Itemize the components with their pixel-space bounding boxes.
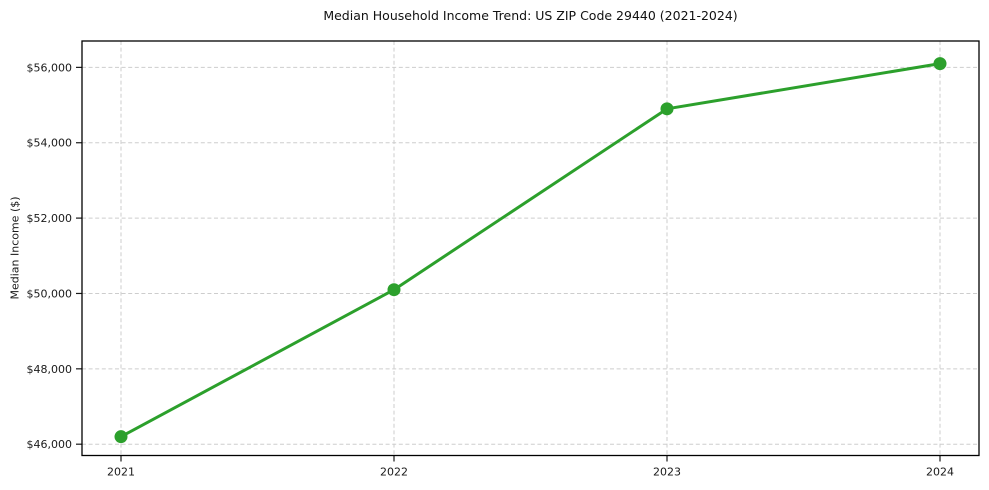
y-tick-label: $56,000 bbox=[27, 61, 73, 74]
data-point-marker bbox=[933, 57, 947, 71]
x-tick-label: 2023 bbox=[653, 466, 681, 479]
trend-line bbox=[119, 62, 942, 439]
x-tick-label: 2022 bbox=[380, 466, 408, 479]
y-tick-label: $50,000 bbox=[27, 287, 73, 300]
data-point-marker bbox=[114, 430, 128, 444]
plot-border bbox=[81, 40, 980, 457]
x-tick-label: 2021 bbox=[107, 466, 135, 479]
y-tick-label: $54,000 bbox=[27, 137, 73, 150]
y-tick-label: $46,000 bbox=[27, 438, 73, 451]
x-tick-label: 2024 bbox=[926, 466, 954, 479]
y-tick-label: $52,000 bbox=[27, 212, 73, 225]
chart-title: Median Household Income Trend: US ZIP Co… bbox=[323, 8, 738, 23]
y-tick-label: $48,000 bbox=[27, 363, 73, 376]
data-point-marker bbox=[387, 283, 401, 297]
data-point-marker bbox=[660, 102, 674, 116]
